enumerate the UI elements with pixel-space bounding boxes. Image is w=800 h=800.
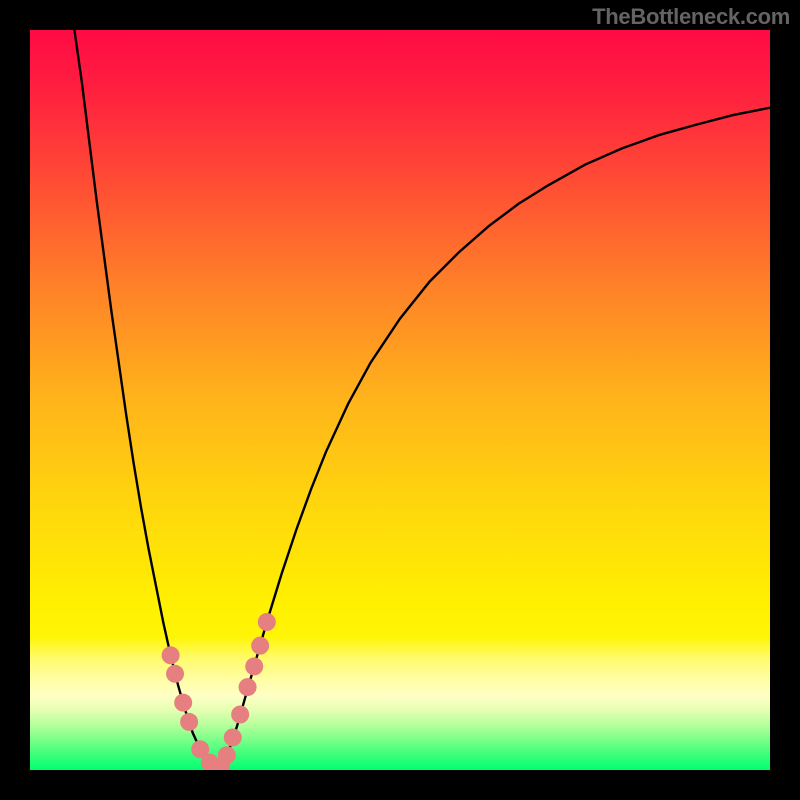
data-marker: [258, 613, 276, 631]
plot-area: [30, 30, 770, 770]
data-marker: [224, 728, 242, 746]
curve-left: [74, 30, 218, 770]
data-marker: [239, 678, 257, 696]
data-marker: [180, 713, 198, 731]
data-marker: [245, 657, 263, 675]
data-marker: [162, 646, 180, 664]
chart-frame: TheBottleneck.com: [0, 0, 800, 800]
data-marker: [231, 706, 249, 724]
curve-right: [219, 108, 770, 770]
markers-left: [162, 646, 224, 770]
data-marker: [218, 746, 236, 764]
chart-svg: [30, 30, 770, 770]
data-marker: [174, 694, 192, 712]
data-marker: [251, 637, 269, 655]
watermark-text: TheBottleneck.com: [592, 4, 790, 30]
data-marker: [166, 665, 184, 683]
markers-right: [212, 613, 276, 770]
